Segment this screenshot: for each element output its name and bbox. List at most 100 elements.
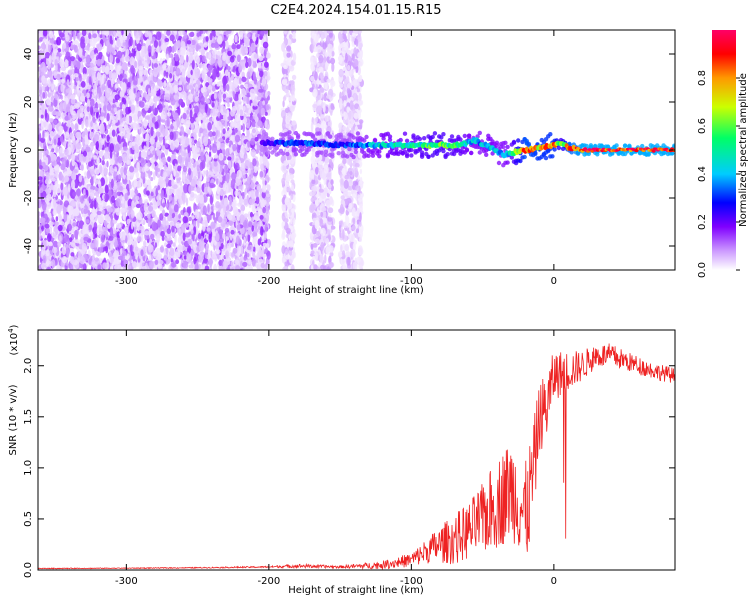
noise-speck	[204, 146, 208, 151]
noise-speck	[119, 109, 123, 119]
noise-speck	[61, 158, 67, 168]
noise-speck	[77, 198, 80, 209]
noise-speck	[182, 194, 186, 205]
noise-speck	[211, 102, 215, 108]
noise-speck	[52, 192, 57, 198]
noise-speck	[223, 217, 228, 223]
noise-speck	[189, 103, 192, 109]
noise-speck	[113, 250, 120, 258]
noise-speck	[154, 242, 158, 248]
noise-speck	[154, 259, 159, 265]
noise-speck	[241, 192, 245, 200]
noise-speck	[175, 259, 180, 265]
noise-speck	[180, 50, 186, 56]
noise-speck	[106, 160, 109, 168]
noise-speck	[236, 54, 241, 63]
noise-speck	[99, 150, 104, 157]
noise-speck	[215, 201, 221, 209]
noise-speck	[125, 133, 131, 139]
noise-speck	[143, 69, 147, 75]
noise-speck	[81, 177, 85, 186]
noise-speck	[202, 30, 206, 35]
noise-speck	[52, 240, 58, 248]
noise-speck	[209, 32, 213, 41]
noise-speck	[126, 175, 130, 181]
noise-speck	[224, 227, 230, 233]
noise-speck	[202, 55, 206, 63]
noise-speck	[212, 131, 216, 137]
noise-speck	[122, 214, 126, 221]
noise-speck	[194, 121, 199, 130]
noise-speck	[143, 240, 147, 247]
noise-speck	[154, 121, 159, 130]
noise-speck	[132, 254, 136, 262]
noise-speck	[99, 34, 103, 39]
noise-speck	[143, 199, 148, 205]
noise-speck	[90, 232, 94, 240]
noise-speck	[97, 30, 100, 34]
noise-speck	[211, 85, 215, 92]
noise-speck	[157, 263, 163, 269]
noise-speck	[133, 182, 137, 188]
noise-speck	[81, 120, 84, 130]
noise-speck	[75, 239, 81, 244]
noise-speck	[51, 259, 56, 269]
noise-speck	[50, 168, 55, 173]
noise-speck	[208, 233, 212, 243]
noise-speck	[263, 70, 268, 77]
noise-speck	[266, 52, 271, 59]
noise-speck	[248, 259, 252, 265]
noise-speck	[177, 165, 182, 172]
noise-speck	[209, 145, 212, 151]
noise-speck	[209, 195, 214, 205]
noise-speck	[41, 231, 46, 240]
noise-speck	[192, 162, 196, 168]
noise-speck	[166, 243, 172, 249]
noise-speck	[153, 171, 156, 181]
noise-speck	[235, 265, 241, 270]
noise-speck	[73, 208, 79, 216]
noise-speck	[38, 77, 42, 82]
noise-speck	[99, 112, 105, 117]
noise-speck	[90, 40, 96, 47]
noise-speck	[252, 252, 256, 259]
noise-speck	[45, 60, 50, 65]
noise-speck	[203, 42, 208, 48]
noise-speck	[171, 154, 175, 159]
noise-speck	[111, 129, 116, 137]
noise-speck	[266, 91, 271, 96]
noise-speck	[216, 253, 220, 260]
noise-speck	[266, 250, 271, 260]
noise-speck	[227, 50, 233, 56]
noise-speck	[72, 191, 77, 197]
figure-title: C2E4.2024.154.01.15.R15	[270, 3, 441, 18]
spectrogram-noise-layer	[38, 30, 365, 270]
noise-speck	[98, 187, 104, 194]
noise-speck	[125, 48, 130, 56]
noise-speck	[76, 188, 81, 196]
noise-speck	[215, 100, 218, 110]
noise-speck	[124, 200, 128, 209]
noise-speck	[239, 109, 244, 117]
noise-speck	[72, 30, 75, 35]
noise-speck	[171, 196, 175, 206]
noise-speck	[177, 35, 183, 41]
noise-speck	[166, 30, 171, 36]
noise-speck	[39, 86, 43, 96]
noise-speck	[78, 73, 82, 79]
noise-speck	[242, 95, 248, 106]
noise-speck	[150, 191, 154, 197]
noise-speck	[185, 197, 189, 206]
noise-speck	[211, 144, 218, 154]
noise-speck	[191, 148, 196, 155]
noise-speck	[255, 196, 260, 205]
noise-speck	[200, 48, 206, 57]
noise-speck	[70, 242, 76, 247]
noise-speck	[127, 265, 132, 270]
noise-speck	[196, 45, 202, 50]
noise-speck	[257, 221, 261, 227]
noise-speck	[264, 223, 268, 233]
noise-speck	[259, 155, 263, 164]
noise-speck	[236, 44, 241, 50]
